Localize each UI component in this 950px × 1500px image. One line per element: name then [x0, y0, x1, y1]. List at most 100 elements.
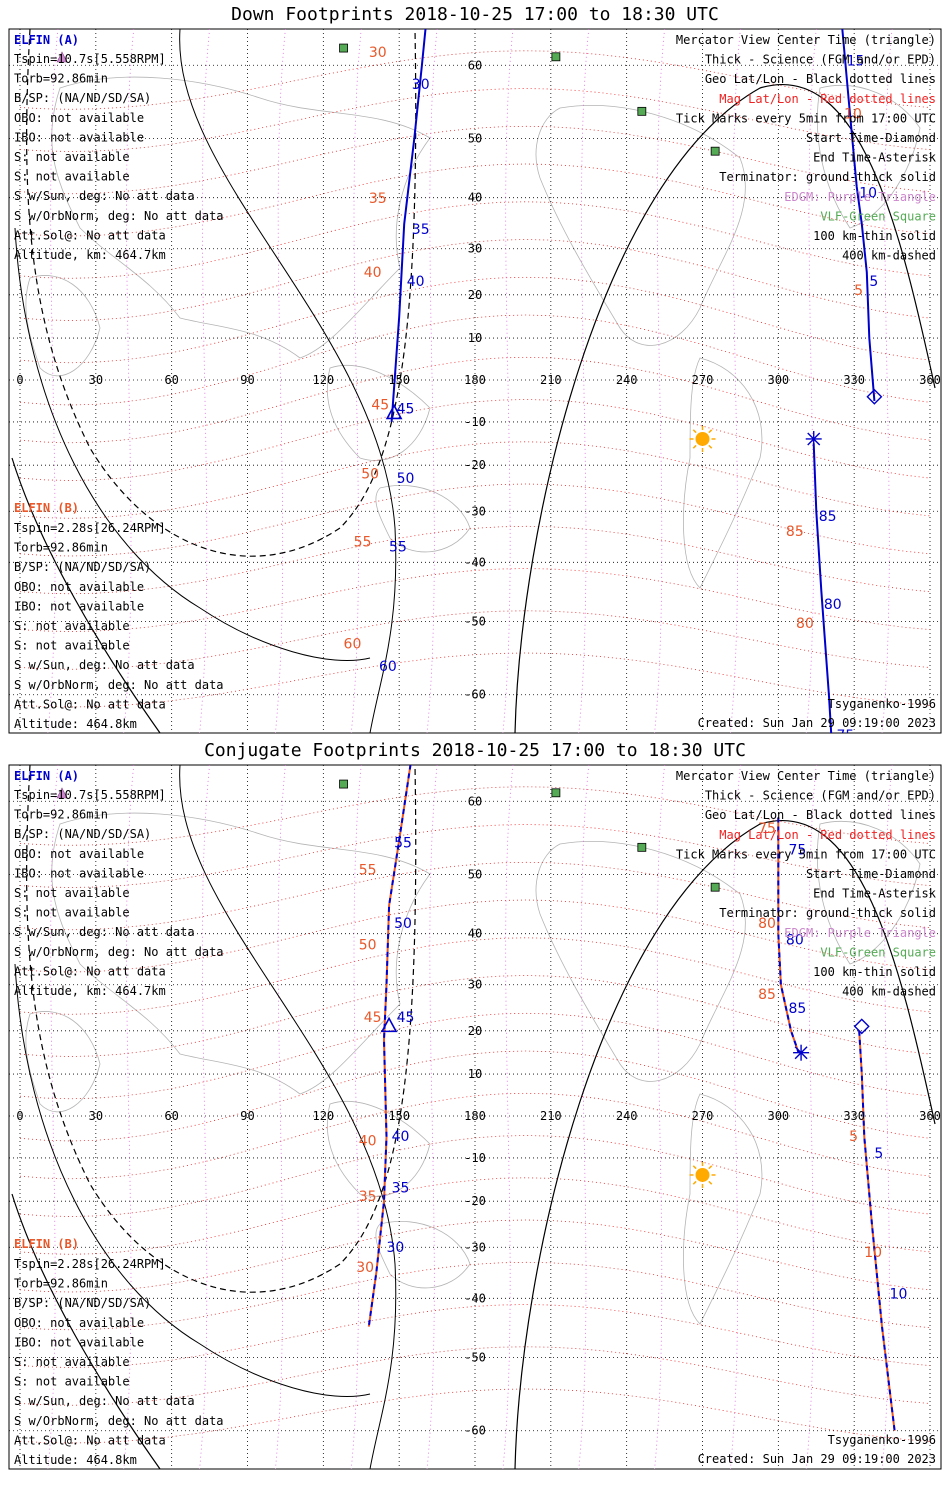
mag-parallel	[19, 1177, 931, 1255]
sun-ray	[708, 444, 713, 449]
coastline-path	[25, 275, 101, 377]
elfin-a-info: ELFIN (A) Tspin=10.7s[5.558RPM] Torb=92.86…	[14, 769, 224, 998]
tick-label-b: 30	[356, 1260, 374, 1276]
terminator-edge	[11, 457, 161, 733]
lat-tick-label: -30	[464, 504, 486, 518]
elfin-b-line: B/SP: (NA/ND/SD/SA)	[14, 1296, 151, 1310]
vlf-station-square	[339, 779, 348, 789]
track_b2-line-a	[777, 817, 800, 1054]
geo-grid	[9, 765, 941, 1469]
tick-label-b: 45	[371, 397, 389, 413]
lat-tick-label: -10	[464, 415, 486, 429]
coastlines	[25, 76, 921, 589]
coastline-path	[25, 1011, 101, 1113]
model-label: Tsyganenko-1996	[828, 1433, 936, 1447]
panel-title-conjugate: Conjugate Footprints 2018-10-25 17:00 to…	[204, 740, 746, 761]
lon-tick-label: 60	[164, 373, 178, 387]
map-panel-down: 2530354045505560653035404550556065510155…	[8, 28, 942, 734]
mag-parallel	[19, 1135, 931, 1217]
legend: Mercator View Center Time (triangle) Thic…	[676, 769, 937, 999]
lat-tick-label: 60	[468, 794, 482, 808]
tick-label-a: 15	[847, 53, 865, 69]
mag-parallel	[19, 483, 931, 557]
asterisk-stroke	[807, 432, 821, 446]
lat-tick-label: -60	[464, 688, 486, 702]
mag-parallel	[19, 652, 931, 708]
elfin-a-line: S: not available	[14, 150, 130, 164]
mag-parallel	[19, 786, 931, 846]
legend-item: VLF-Green Square	[820, 945, 936, 959]
legend-item: Mercator View Center Time (triangle)	[676, 769, 936, 783]
track_a-line	[390, 29, 427, 422]
lat-tick-label: 40	[468, 927, 482, 941]
mag-parallel	[19, 1388, 931, 1444]
elfin-a-line: Altitude, km: 464.7km	[14, 248, 166, 262]
tick-label-b: 50	[361, 467, 379, 483]
legend-item: Terminator: ground-thick solid	[719, 906, 936, 920]
lat-tick-label: 50	[468, 131, 482, 145]
sun-icon	[689, 1161, 716, 1188]
lat-tick-label: 20	[468, 288, 482, 302]
coastline-path	[51, 76, 431, 359]
lon-tick-label: 210	[540, 373, 562, 387]
mag-parallel	[19, 88, 931, 152]
lon-tick-label: 90	[240, 1109, 254, 1123]
mag-parallel	[19, 824, 931, 888]
tick-label-a: 40	[407, 274, 425, 290]
center-time-triangle	[385, 403, 403, 420]
lon-tick-label: 270	[692, 1109, 714, 1123]
lon-tick-label: 240	[616, 373, 638, 387]
sun-disc	[695, 431, 710, 446]
elfin-a-line: S: not available	[14, 906, 130, 920]
created-label: Created: Sun Jan 29 09:19:00 2023	[698, 716, 936, 730]
elfin-a-line: S w/Sun, deg: No att data	[14, 189, 195, 203]
tick-label-b: 10	[864, 1245, 882, 1261]
elfin-a-line: OBO: not available	[14, 111, 144, 125]
elfin-a-label: ELFIN (A)	[14, 769, 79, 783]
created-label: Created: Sun Jan 29 09:19:00 2023	[698, 1452, 936, 1466]
coastline-path	[535, 841, 746, 1082]
elfin-a-line: IBO: not available	[14, 866, 144, 880]
coastline-path	[375, 1221, 471, 1289]
terminator	[11, 765, 936, 1469]
elfin-a-line: Torb=92.86min	[14, 808, 108, 822]
lon-tick-label: 150	[388, 373, 410, 387]
tick-label-a: 50	[394, 916, 412, 932]
elfin-b-line: S w/OrbNorm, deg: No att data	[14, 1414, 224, 1428]
elfin-b-line: S: not available	[14, 1355, 130, 1369]
tick-label-b: 35	[359, 1189, 377, 1205]
legend-item: 100 km-thin solid	[813, 965, 936, 979]
axis-labels: 0306090120150180210240270300330360706050…	[16, 794, 940, 1438]
legend-item: 100 km-thin solid	[813, 229, 936, 243]
lat-tick-label: -60	[464, 1424, 486, 1438]
elfin-b-line: Torb=92.86min	[14, 541, 108, 555]
tick-label-a: 40	[392, 1129, 410, 1145]
lat-tick-label: -10	[464, 1151, 486, 1165]
elfin-b-line: B/SP: (NA/ND/SD/SA)	[14, 560, 151, 574]
map-panel-conjugate: 60 55 50 45 40 35 30 60 55 50 45 40 35 30 5 10 5 10 75 80 85…	[8, 764, 942, 1470]
elfin-a-line: Tspin=10.7s[5.558RPM]	[14, 52, 166, 66]
tick-label-b: 80	[758, 916, 776, 932]
legend-item: End Time-Asterisk	[813, 151, 937, 165]
tick-label-a: 10	[890, 1286, 908, 1302]
end-time-asterisk	[805, 430, 822, 447]
legend-item: Mag Lat/Lon - Red dotted lines	[719, 828, 936, 842]
lat-tick-label: 10	[468, 1067, 482, 1081]
elfin-a-line: S: not available	[14, 886, 130, 900]
legend-item: Tick Marks every 5min from 17:00 UTC	[676, 111, 936, 125]
lat-tick-label: -20	[464, 458, 486, 472]
asterisk-stroke	[794, 1046, 808, 1060]
vlf-station-square	[637, 106, 647, 116]
elfin-a-line: Altitude, km: 464.7km	[14, 984, 166, 998]
elfin-b-line: Torb=92.86min	[14, 1277, 108, 1291]
elfin-a-label: ELFIN (A)	[14, 33, 79, 47]
vlf-station-square	[551, 52, 561, 62]
start-time-diamond	[866, 388, 883, 405]
tick-label-b: 40	[364, 265, 382, 281]
legend-item: Thick - Science (FGM and/or EPD)	[705, 53, 936, 67]
lat-tick-label: 30	[468, 978, 482, 992]
lat-tick-label: 40	[468, 191, 482, 205]
sun-ray	[708, 1180, 713, 1185]
tick-label-b: 55	[359, 862, 377, 878]
lon-tick-label: 180	[464, 1109, 486, 1123]
